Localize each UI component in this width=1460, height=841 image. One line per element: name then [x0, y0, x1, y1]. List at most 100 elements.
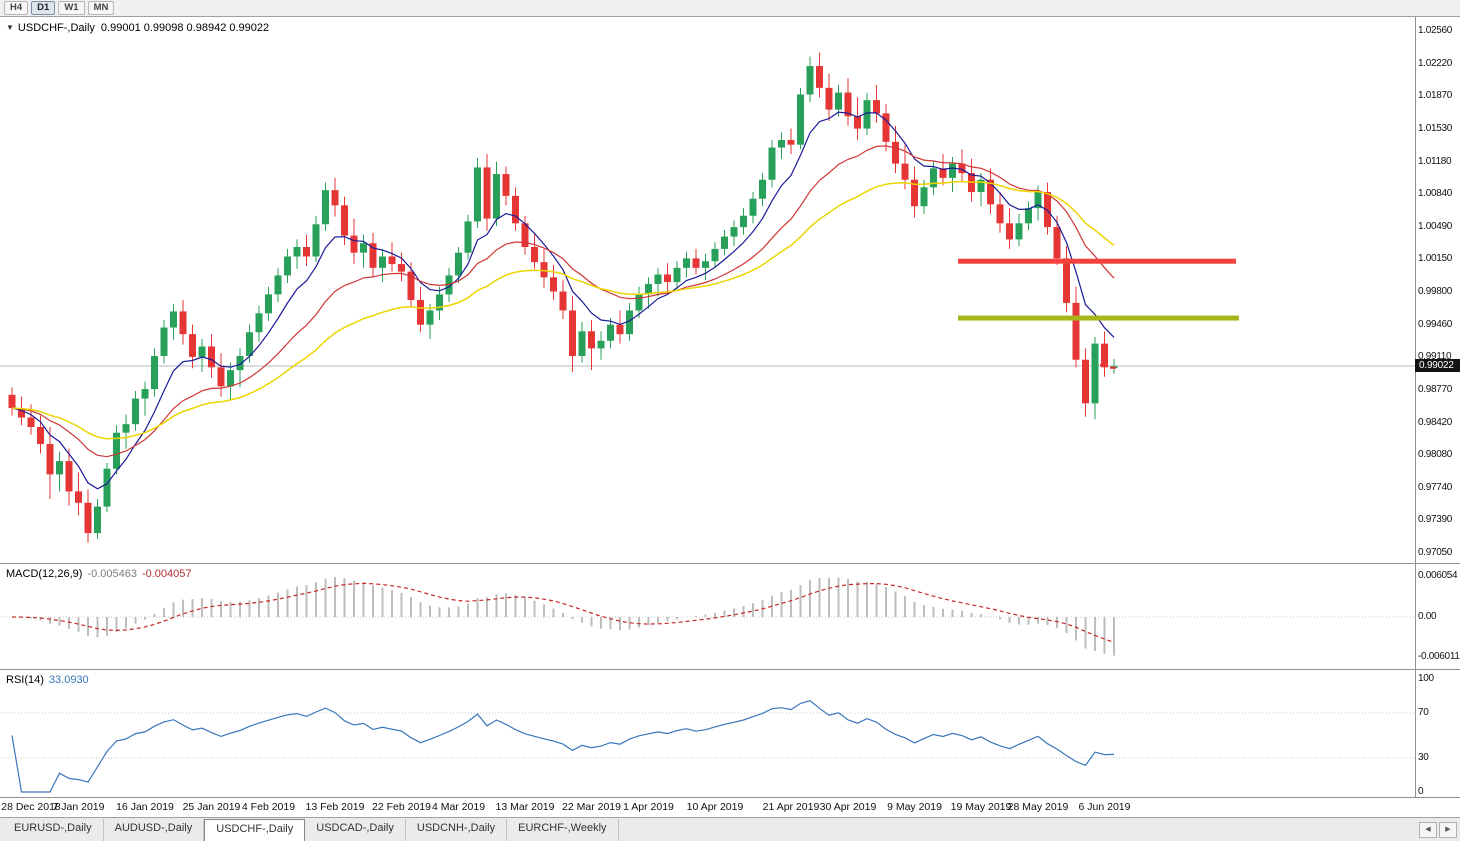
price-axis-label: 0.99110	[1418, 351, 1452, 363]
candle-body	[293, 247, 301, 257]
date-axis-label: 16 Jan 2019	[116, 801, 174, 813]
tab-eurchf-weekly[interactable]: EURCHF-,Weekly	[507, 819, 619, 841]
candle-body	[787, 139, 795, 145]
rsi-canvas[interactable]	[0, 670, 1415, 797]
date-axis-label: 28 May 2019	[1007, 801, 1069, 813]
window-separator[interactable]	[0, 563, 1460, 564]
date-axis-label: 25 Jan 2019	[182, 801, 241, 813]
tab-scroll-right-icon[interactable]: ▶	[1439, 822, 1457, 838]
candle-body	[94, 506, 101, 534]
rsi-axis-label: 0	[1418, 786, 1424, 797]
candle-body	[27, 417, 35, 427]
timeframe-mn-button[interactable]: MN	[87, 1, 115, 15]
date-scale[interactable]: 28 Dec 2018 7 Jan 2019 16 Jan 2019 25 Jan 2…	[0, 798, 1415, 817]
tab-scroll-left-icon[interactable]: ◀	[1419, 822, 1437, 838]
candle-body	[18, 408, 25, 418]
candle-body	[987, 179, 994, 205]
candle-body	[569, 310, 576, 356]
macd-canvas[interactable]	[0, 564, 1415, 669]
price-axis-label: 0.98770	[1418, 383, 1453, 395]
candle-body	[749, 198, 757, 216]
macd-signal-line	[11, 582, 1115, 643]
price-axis-label: 0.98080	[1418, 449, 1453, 461]
tab-usdcad-daily[interactable]: USDCAD-,Daily	[305, 819, 406, 841]
timeframe-d1-button[interactable]: D1	[31, 1, 56, 15]
resistance-line[interactable]	[958, 258, 1236, 264]
candle-body	[217, 367, 225, 387]
tab-scroll-arrows: ◀ ▶	[1419, 822, 1457, 838]
candle-body	[122, 424, 130, 433]
candle-body	[160, 327, 168, 356]
candle-body	[692, 258, 700, 268]
candle-body	[483, 167, 491, 219]
candle-body	[607, 324, 614, 341]
ma-slow-yellow	[11, 180, 1115, 440]
candle-body	[996, 204, 1004, 224]
candle-body	[1091, 343, 1099, 404]
candle-body	[901, 163, 909, 180]
macd-axis-label: 0.006054	[1418, 570, 1458, 581]
ma-mid-red	[11, 145, 1115, 458]
macd-scale[interactable]: 0.006054 0.00 -0.006011	[1416, 564, 1460, 669]
rsi-value: 33.0930	[48, 674, 89, 686]
date-axis-label: 6 Jun 2019	[1078, 801, 1131, 813]
candle-body	[654, 274, 662, 284]
date-axis-label: 4 Feb 2019	[241, 801, 296, 813]
candle-body	[1082, 359, 1089, 404]
candle-body	[835, 92, 842, 110]
candle-body	[1015, 223, 1023, 240]
candle-body	[683, 258, 690, 268]
chart-title: ▼ USDCHF-,Daily 0.99001 0.99098 0.98942 0.…	[6, 22, 269, 34]
price-scale[interactable]: 1.02560 1.02220 1.01870 1.01530 1.01180 1.008…	[1416, 17, 1460, 563]
tab-usdcnh-daily[interactable]: USDCNH-,Daily	[406, 819, 508, 841]
candle-body	[635, 294, 643, 311]
candle-body	[322, 190, 329, 225]
rsi-axis-label: 70	[1418, 706, 1429, 718]
macd-signal-value: -0.004057	[141, 568, 192, 580]
candle-body	[702, 261, 709, 268]
candle-body	[141, 389, 149, 399]
date-axis-label: 4 Mar 2019	[431, 801, 486, 813]
candle-body	[398, 264, 405, 272]
candle-body	[892, 141, 899, 164]
candle-body	[512, 195, 519, 224]
macd-axis-label: -0.006011	[1418, 651, 1460, 662]
rsi-line	[11, 700, 1115, 793]
timeframe-w1-button[interactable]: W1	[58, 1, 85, 15]
date-axis-label: 22 Feb 2019	[372, 801, 431, 813]
price-axis-label: 1.01530	[1418, 122, 1453, 134]
candle-body	[806, 66, 814, 95]
window-separator[interactable]	[0, 669, 1460, 670]
candle-body	[664, 274, 671, 283]
candle-body	[759, 179, 766, 199]
candle-body	[588, 331, 595, 349]
candle-body	[75, 491, 82, 503]
tab-usdchf-daily[interactable]: USDCHF-,Daily	[204, 819, 306, 841]
candle-body	[474, 167, 481, 222]
rsi-scale[interactable]: 100 70 30 0	[1416, 670, 1460, 797]
price-axis-label: 1.00840	[1418, 188, 1453, 200]
price-chart-canvas[interactable]	[0, 17, 1415, 563]
candle-body	[341, 205, 348, 236]
tab-eurusd-daily[interactable]: EURUSD-,Daily	[3, 819, 104, 841]
candle-body	[46, 444, 54, 475]
candle-body	[208, 346, 215, 368]
candle-body	[939, 168, 947, 178]
candle-body	[949, 163, 956, 178]
candle-body	[379, 256, 386, 268]
tab-audusd-daily[interactable]: AUDUSD-,Daily	[104, 819, 205, 841]
date-axis-label: 21 Apr 2019	[762, 801, 820, 813]
price-marker-dash	[1100, 363, 1106, 366]
timeframe-h4-button[interactable]: H4	[4, 1, 29, 15]
support-line[interactable]	[958, 315, 1239, 321]
window-separator[interactable]	[0, 797, 1460, 798]
candle-body	[816, 66, 823, 88]
candle-body	[1034, 192, 1042, 209]
candle-body	[1044, 192, 1051, 228]
candle-body	[284, 256, 291, 276]
candle-body	[265, 294, 272, 314]
candle-body	[930, 168, 937, 188]
price-axis-label: 0.97050	[1418, 547, 1453, 558]
chart-menu-icon[interactable]: ▼	[6, 23, 14, 32]
candle-body	[768, 147, 776, 180]
